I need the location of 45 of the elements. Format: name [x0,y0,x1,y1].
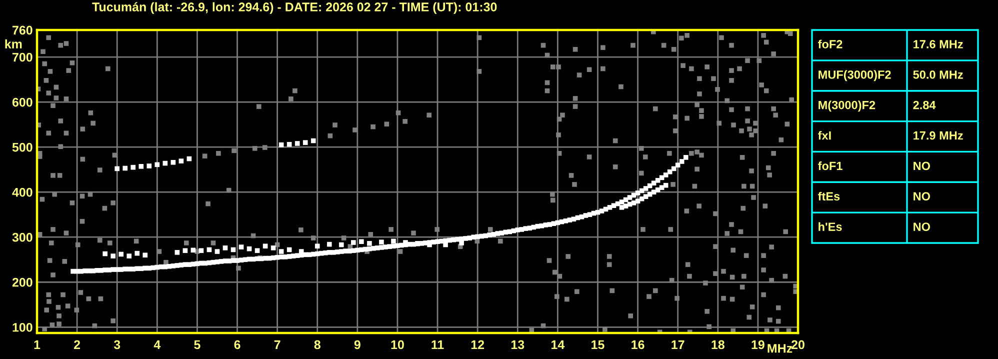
y-tick-label: 400 [12,188,32,197]
text: fxI [818,130,831,140]
y-axis-title: km [5,39,22,48]
x-tick-label: 20 [791,340,804,350]
x-tick-label: 12 [471,340,484,350]
text: NO [914,222,930,231]
x-tick-label: 2 [74,340,80,350]
x-axis-title: MHz [768,344,792,353]
x-tick-label: 9 [354,340,360,350]
y-tick-label: 300 [12,232,32,242]
y-tick-label: 600 [12,98,32,107]
x-tick-label: 19 [752,340,764,350]
text: 17.9 MHz [914,131,963,140]
x-tick-label: 13 [511,340,524,350]
chart-title: Tucumán (lat: -26.9, lon: 294.6) - DATE: 2026 02 27 - TIME (UT): 01:30 [92,2,497,14]
text: ftEs [818,192,840,201]
x-tick-label: 4 [154,340,161,350]
x-tick-label: 15 [592,340,604,350]
text: h'Es [818,222,842,231]
x-tick-label: 17 [672,340,684,350]
text: 2.84 [913,100,936,110]
y-tick-label: 700 [12,52,32,62]
text: M(3000)F2 [818,100,876,112]
x-tick-label: 16 [632,340,644,350]
y-tick-label: 200 [12,278,32,287]
x-tick-label: 18 [712,340,724,350]
x-tick-label: 14 [552,340,565,350]
text: NO [914,192,930,201]
x-tick-label: 7 [274,340,280,350]
y-tick-label: 100 [12,322,32,332]
text: NO [914,162,930,170]
x-tick-label: 6 [234,340,240,350]
y-tick-label: 760 [12,26,32,35]
text: MUF(3000)F2 [818,70,891,82]
x-tick-label: 3 [114,340,120,350]
text: foF2 [818,40,842,48]
x-tick-label: 5 [194,340,200,350]
text: 50.0 MHz [913,70,963,79]
text: 17.6 MHz [914,40,963,48]
y-tick-label: 500 [12,142,32,152]
x-tick-label: 11 [432,340,444,350]
x-tick-label: 1 [34,340,40,350]
text: foF1 [818,161,842,170]
x-tick-label: 8 [314,340,320,350]
x-tick-label: 10 [391,340,404,350]
